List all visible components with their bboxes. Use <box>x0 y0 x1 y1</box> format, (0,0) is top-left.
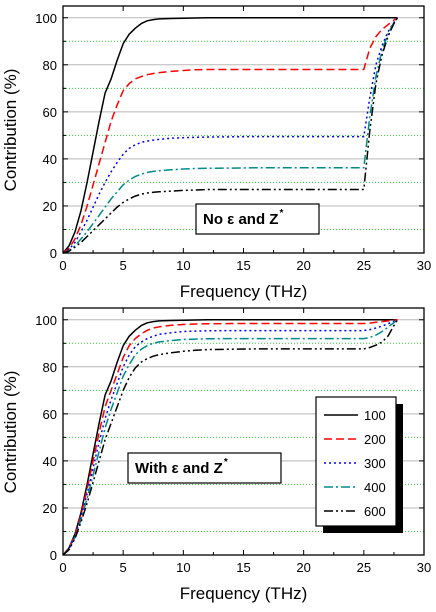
series-line-100 <box>62 17 398 254</box>
x-tick-label: 15 <box>236 258 250 273</box>
annotation-superscript: * <box>224 457 228 468</box>
panel-top: 0 5 10 15 20 25 30 0 20 40 60 80 100 Frequency (THz) C… <box>1 5 431 301</box>
y-tick-label: 20 <box>43 199 57 214</box>
x-tick-label: 30 <box>417 560 431 575</box>
x-tick-label: 10 <box>176 560 190 575</box>
series-line-300 <box>62 17 399 254</box>
y-tick-label: 40 <box>43 152 57 167</box>
y-tick-label: 0 <box>50 246 57 261</box>
series-line-200 <box>62 17 398 254</box>
y-tick-label: 60 <box>43 105 57 120</box>
annotation-box <box>127 452 282 484</box>
y-tick-label: 80 <box>43 58 57 73</box>
legend-label-200: 200 <box>364 432 386 447</box>
series-line-300 <box>62 319 398 556</box>
legend-label-100: 100 <box>364 408 386 423</box>
annotation-text: With ε and Z <box>135 460 223 477</box>
series-line-200 <box>62 319 398 556</box>
y-tick-label: 80 <box>43 360 57 375</box>
x-tick-label: 25 <box>357 560 371 575</box>
y-axis-title: Contribution (%) <box>1 69 20 192</box>
legend-label-300: 300 <box>364 456 386 471</box>
series-line-400 <box>62 17 399 254</box>
x-tick-label: 5 <box>120 258 127 273</box>
y-tick-label: 100 <box>35 313 57 328</box>
x-tick-label: 0 <box>59 560 66 575</box>
x-tick-label: 25 <box>357 258 371 273</box>
x-axis-title: Frequency (THz) <box>180 282 308 301</box>
series-line-600 <box>62 319 399 556</box>
x-axis-title: Frequency (THz) <box>180 584 308 603</box>
annotation-superscript: * <box>279 208 283 219</box>
series-line-600 <box>62 17 399 254</box>
x-tick-label: 0 <box>59 258 66 273</box>
x-tick-label: 15 <box>236 560 250 575</box>
x-tick-label: 5 <box>120 560 127 575</box>
annotation-box <box>195 203 320 235</box>
series-line-100 <box>62 319 398 556</box>
y-tick-label: 60 <box>43 407 57 422</box>
x-tick-label: 20 <box>296 560 310 575</box>
x-tick-label: 20 <box>296 258 310 273</box>
y-tick-label: 0 <box>50 548 57 563</box>
annotation-text: No ε and Z <box>203 211 278 228</box>
legend-box <box>315 396 397 527</box>
y-axis-title: Contribution (%) <box>1 371 20 494</box>
y-tick-label: 20 <box>43 501 57 516</box>
legend-label-600: 600 <box>364 504 386 519</box>
legend-label-400: 400 <box>364 480 386 495</box>
series-line-400 <box>62 319 398 556</box>
x-tick-label: 30 <box>417 258 431 273</box>
y-tick-label: 40 <box>43 454 57 469</box>
y-tick-label: 100 <box>35 11 57 26</box>
x-tick-label: 10 <box>176 258 190 273</box>
